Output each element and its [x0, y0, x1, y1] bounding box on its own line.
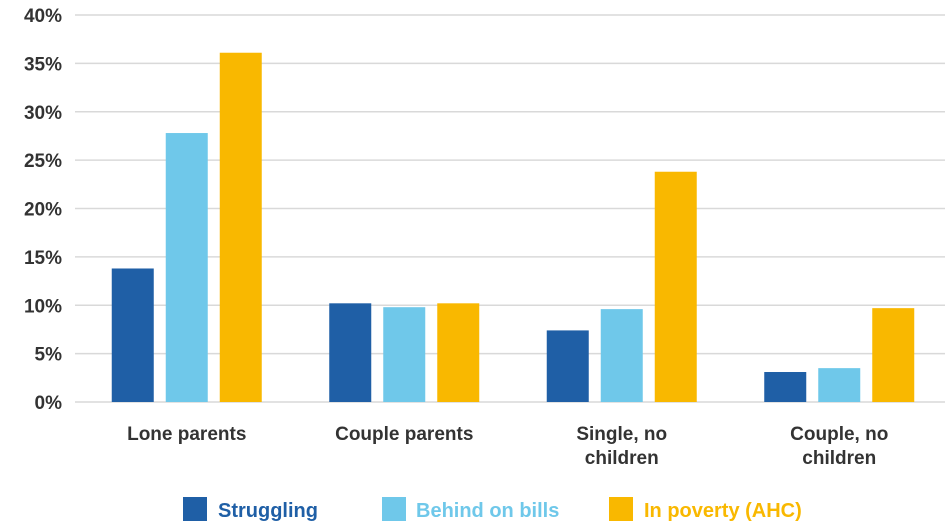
legend-swatch [183, 497, 207, 521]
x-category-label: Single, no children [576, 424, 667, 469]
y-tick-label: 25% [24, 151, 62, 172]
y-tick-label: 35% [24, 54, 62, 75]
x-category-label: Couple parents [335, 424, 473, 445]
legend-item: In poverty (AHC) [609, 497, 802, 522]
x-category-label: Lone parents [127, 424, 246, 445]
bar-in-poverty-ahc [219, 52, 262, 403]
legend-item: Struggling [183, 497, 318, 522]
bar-struggling [329, 303, 372, 402]
y-axis-tick-labels: 0% 5% 10% 15% 20% 25% 30% 35% 40% [24, 6, 62, 414]
y-tick-label: 5% [35, 345, 63, 366]
y-tick-label: 15% [24, 248, 62, 269]
bar-in-poverty-ahc [872, 308, 915, 402]
legend-swatch [382, 497, 406, 521]
bar-struggling [111, 268, 154, 402]
bar-struggling [764, 372, 807, 402]
y-tick-label: 40% [24, 6, 62, 27]
bar-behind-on-bills [818, 368, 861, 402]
legend-label: Struggling [218, 500, 318, 522]
legend: Struggling Behind on bills In poverty (AHC… [183, 497, 802, 522]
bar-struggling [546, 330, 589, 402]
legend-label: In poverty (AHC) [644, 500, 802, 522]
legend-swatch [609, 497, 633, 521]
y-tick-label: 10% [24, 296, 62, 317]
y-tick-label: 0% [35, 393, 63, 414]
x-category-label: Couple, no children [790, 424, 888, 469]
legend-item: Behind on bills [382, 497, 559, 522]
bar-in-poverty-ahc [437, 303, 480, 402]
bar-in-poverty-ahc [654, 171, 697, 402]
y-tick-label: 20% [24, 200, 62, 221]
bars [111, 52, 915, 403]
legend-label: Behind on bills [416, 500, 559, 522]
x-axis-category-labels: Lone parents Couple parents Single, no chil… [127, 424, 888, 469]
bar-behind-on-bills [165, 133, 208, 402]
bar-behind-on-bills [600, 309, 643, 402]
y-tick-label: 30% [24, 103, 62, 124]
bar-behind-on-bills [383, 307, 426, 402]
